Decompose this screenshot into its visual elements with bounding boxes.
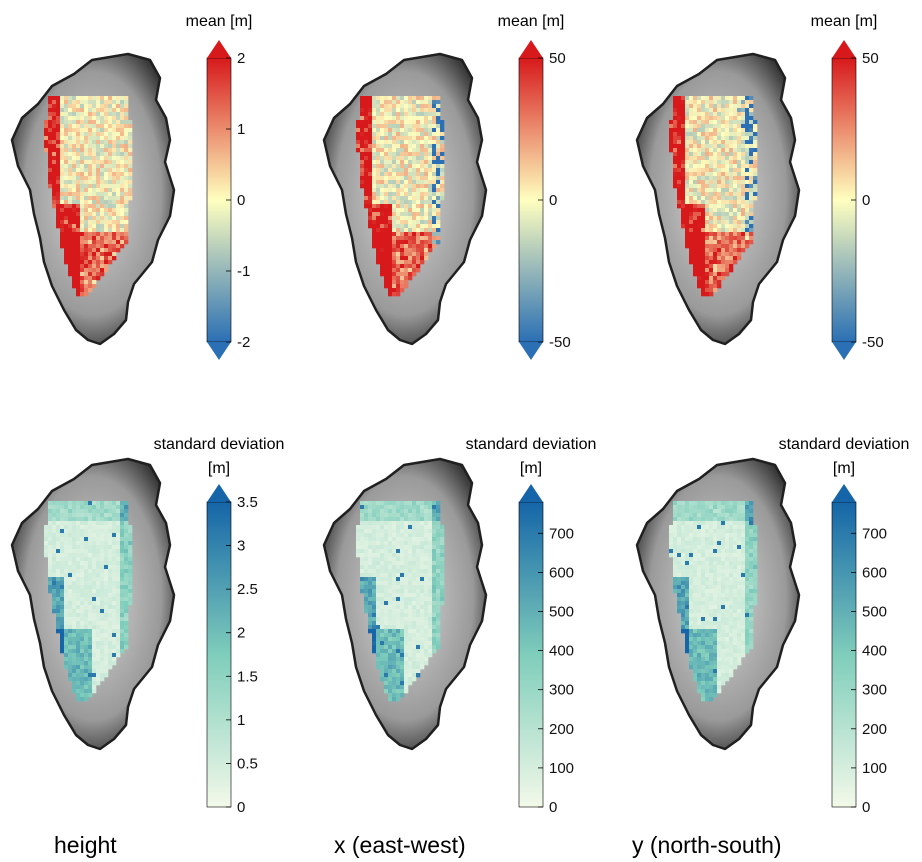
colorbar-tick-label: 1.5 [237, 668, 258, 685]
colorbar-extend-max [519, 484, 543, 502]
colorbar-tick-label: 0.5 [237, 755, 258, 772]
colorbar-tick-label: 0 [862, 799, 870, 816]
colorbar-label: mean [m] [186, 13, 253, 30]
heatmap-cells [356, 96, 445, 297]
colorbar-tick-label: 0 [549, 799, 557, 816]
colorbar-tick-label: 1 [237, 121, 245, 138]
colorbar-tick-label: 700 [862, 525, 887, 542]
colorbar-label: standard deviation [779, 436, 910, 453]
colorbar [831, 501, 857, 808]
colorbar-extend-max [519, 40, 543, 58]
colorbar-label-unit: [m] [520, 460, 542, 477]
colorbar-extend-min [519, 342, 543, 360]
heatmap-cells [669, 96, 758, 297]
colorbar-tick-label: 0 [237, 192, 245, 209]
colorbar-tick-label: 1 [237, 712, 245, 729]
colorbar [518, 501, 544, 808]
column-title-x-east-west: x (east-west) [334, 832, 466, 858]
colorbar-tick-label: 0 [862, 192, 870, 209]
colorbar-tick-label: 0 [237, 799, 245, 816]
colorbar-extend-min [832, 342, 856, 360]
colorbar-tick-label: 400 [862, 643, 887, 660]
colorbar-label-unit: [m] [208, 460, 230, 477]
colorbar-label: standard deviation [466, 436, 597, 453]
colorbar [206, 501, 232, 808]
colorbar-tick-label: 100 [549, 760, 574, 777]
colorbar-tick-label: 50 [862, 50, 879, 67]
colorbar-tick-label: 3 [237, 538, 245, 555]
colorbar-label-unit: [m] [833, 460, 855, 477]
colorbar-tick-label: 600 [862, 564, 887, 581]
colorbar-tick-label: 700 [549, 525, 574, 542]
colorbar-tick-label: 0 [549, 192, 557, 209]
colorbar-extend-max [207, 484, 231, 502]
colorbar-tick-label: 500 [862, 603, 887, 620]
colorbar-tick-label: 2 [237, 50, 245, 67]
heatmap-cells [44, 96, 133, 297]
colorbar-extend-max [832, 484, 856, 502]
colorbar-tick-label: 200 [862, 721, 887, 738]
heatmap-cells [356, 501, 445, 702]
colorbar-tick-label: 100 [862, 760, 887, 777]
heatmap-cells [669, 501, 758, 702]
panel-std-0: 0 0.5 1 1.5 2 2.5 3 3.5 standard deviation [m] [10, 436, 285, 816]
colorbar-tick-label: 300 [549, 682, 574, 699]
panel-mean-0: -2 -1 0 1 2 mean [m] [10, 13, 253, 360]
colorbar-tick-label: -1 [237, 263, 250, 280]
colorbar-label: standard deviation [154, 436, 285, 453]
column-title-height: height [54, 832, 117, 858]
colorbar-extend-max [207, 40, 231, 58]
colorbar-tick-label: -50 [549, 334, 571, 351]
colorbar-extend-min [207, 342, 231, 360]
colorbar-tick-label: -2 [237, 334, 250, 351]
colorbar-tick-label: 400 [549, 643, 574, 660]
panel-std-1: 0 100 200 300 400 500 600 700 standard deviation… [322, 436, 597, 816]
colorbar-tick-label: 200 [549, 721, 574, 738]
colorbar-label: mean [m] [498, 13, 565, 30]
colorbar-tick-label: 500 [549, 603, 574, 620]
colorbar-tick-label: -50 [862, 334, 884, 351]
colorbar-tick-label: 2.5 [237, 581, 258, 598]
colorbar-tick-label: 600 [549, 564, 574, 581]
colorbar-tick-label: 2 [237, 625, 245, 642]
colorbar-tick-label: 300 [862, 682, 887, 699]
panel-mean-2: -50 0 50 mean [m] [635, 13, 884, 360]
colorbar-extend-max [832, 40, 856, 58]
colorbar-tick-label: 3.5 [237, 494, 258, 511]
panel-std-2: 0 100 200 300 400 500 600 700 standard deviation… [635, 436, 910, 816]
colorbar-label: mean [m] [811, 13, 878, 30]
column-title-y-north-south: y (north-south) [632, 832, 782, 858]
colorbar-tick-label: 50 [549, 50, 566, 67]
heatmap-cells [44, 501, 133, 702]
panel-mean-1: -50 0 50 mean [m] [322, 13, 571, 360]
